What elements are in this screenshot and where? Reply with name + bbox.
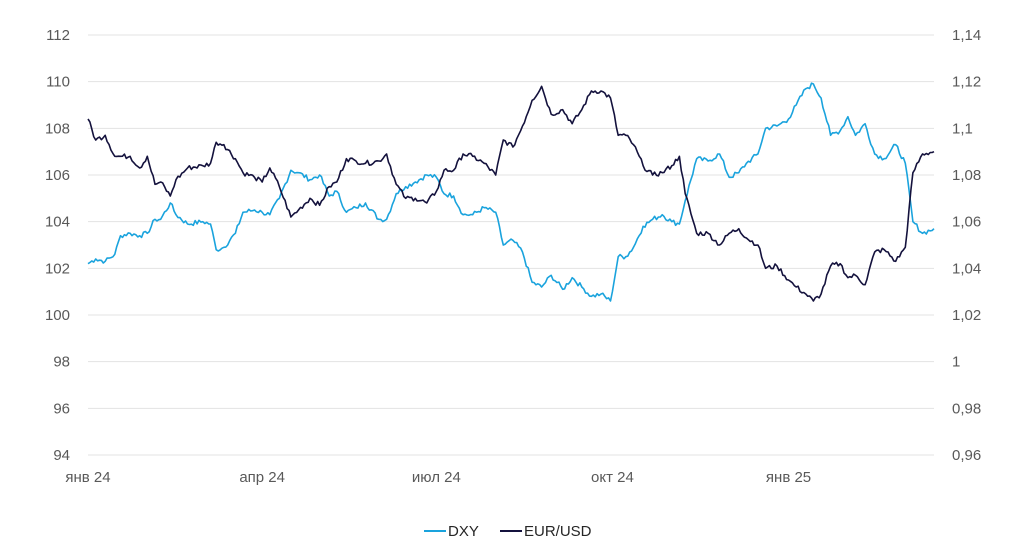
y-left-tick-label: 102 (45, 260, 70, 277)
x-tick-label: июл 24 (412, 469, 461, 486)
y-left-tick-label: 110 (46, 74, 70, 91)
y-right-tick-label: 1,08 (952, 167, 981, 184)
y-axis-right: 1,14 1,12 1,1 1,08 1,06 1,04 1,02 1 0,98 0,96 (952, 27, 981, 464)
y-right-tick-label: 1 (952, 354, 960, 371)
x-tick-label: окт 24 (591, 469, 634, 486)
series-lines (87, 82, 935, 302)
legend-label: DXY (448, 523, 479, 540)
gridlines (88, 34, 934, 456)
y-left-tick-label: 112 (46, 27, 70, 44)
y-left-tick-label: 100 (45, 307, 70, 324)
x-tick-label: янв 24 (65, 469, 110, 486)
y-right-tick-label: 1,14 (952, 27, 981, 44)
x-tick-label: апр 24 (239, 469, 285, 486)
y-left-tick-label: 94 (53, 447, 70, 464)
y-left-tick-label: 96 (53, 400, 70, 417)
legend: DXY EUR/USD (424, 523, 592, 540)
y-right-tick-label: 1,12 (952, 74, 981, 91)
y-left-tick-label: 108 (45, 120, 70, 137)
y-left-tick-label: 98 (53, 354, 70, 371)
series-line-dxy (87, 82, 935, 302)
y-right-tick-label: 0,96 (952, 447, 981, 464)
series-line-eurusd (87, 85, 935, 302)
x-axis: янв 24 апр 24 июл 24 окт 24 янв 25 (65, 469, 811, 486)
y-right-tick-label: 1,02 (952, 307, 981, 324)
y-left-tick-label: 104 (45, 214, 70, 231)
y-right-tick-label: 1,1 (952, 120, 973, 137)
y-right-tick-label: 1,06 (952, 214, 981, 231)
y-left-tick-label: 106 (45, 167, 70, 184)
legend-label: EUR/USD (524, 523, 592, 540)
y-right-tick-label: 1,04 (952, 260, 981, 277)
y-right-tick-label: 0,98 (952, 400, 981, 417)
x-tick-label: янв 25 (766, 469, 811, 486)
y-axis-left: 112 110 108 106 104 102 100 98 96 94 (45, 27, 70, 464)
